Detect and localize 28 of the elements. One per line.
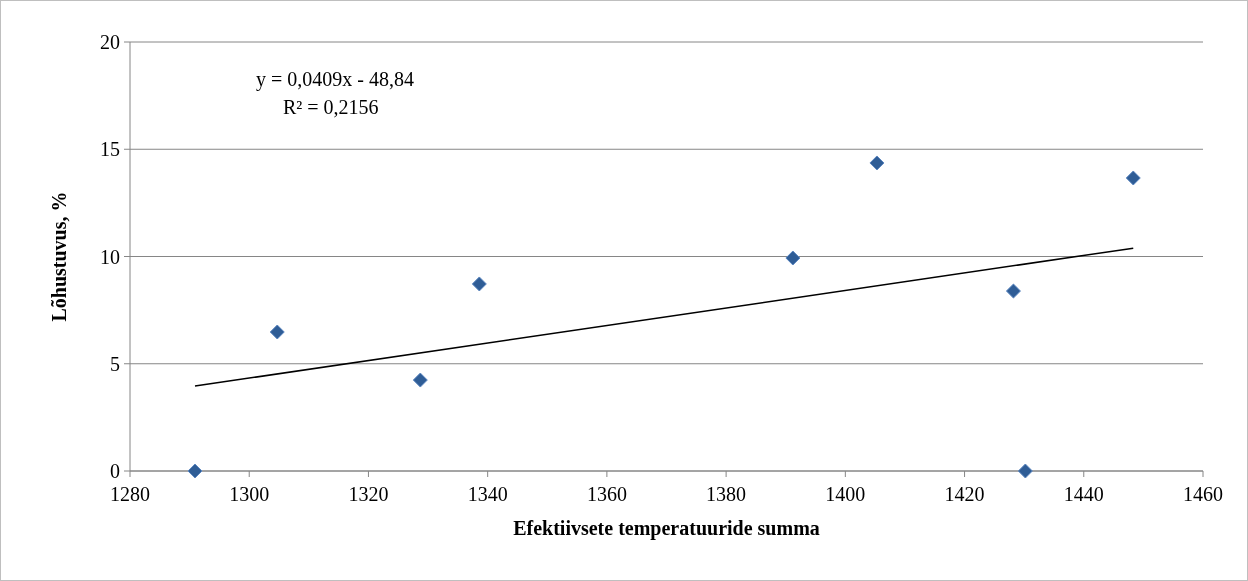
y-tick-label: 15 [100,138,120,161]
x-tick-label: 1420 [944,483,985,505]
y-tick-label: 10 [100,245,120,268]
point [269,324,285,340]
y-axis-title: Lõhustuvus, % [48,191,70,322]
x-tick-label: 1280 [110,483,150,505]
x-tick-label: 1400 [825,483,866,505]
annotation: R² = 0,2156 [283,96,379,118]
point [1017,463,1033,479]
point [869,155,885,171]
x-tick-label: 1360 [586,483,627,505]
x-tick-label: 1380 [706,483,747,505]
x-tick-label: 1460 [1183,483,1223,505]
point [412,372,428,388]
point [187,463,203,479]
x-tick-label: 1440 [1063,483,1104,505]
y-tick-label: 5 [110,352,120,375]
x-tick-label: 1320 [348,483,389,505]
annotation: y = 0,0409x - 48,84 [256,68,414,91]
point [471,276,487,292]
x-tick-label: 1300 [229,483,270,505]
x-tick-label: 1340 [467,483,508,505]
point [785,250,801,266]
point [1005,283,1021,299]
y-tick-label: 0 [110,460,120,482]
y-tick-label: 20 [100,31,120,53]
point [1125,170,1141,186]
x-axis-title: Efektiivsete temperatuuride summa [513,517,820,540]
